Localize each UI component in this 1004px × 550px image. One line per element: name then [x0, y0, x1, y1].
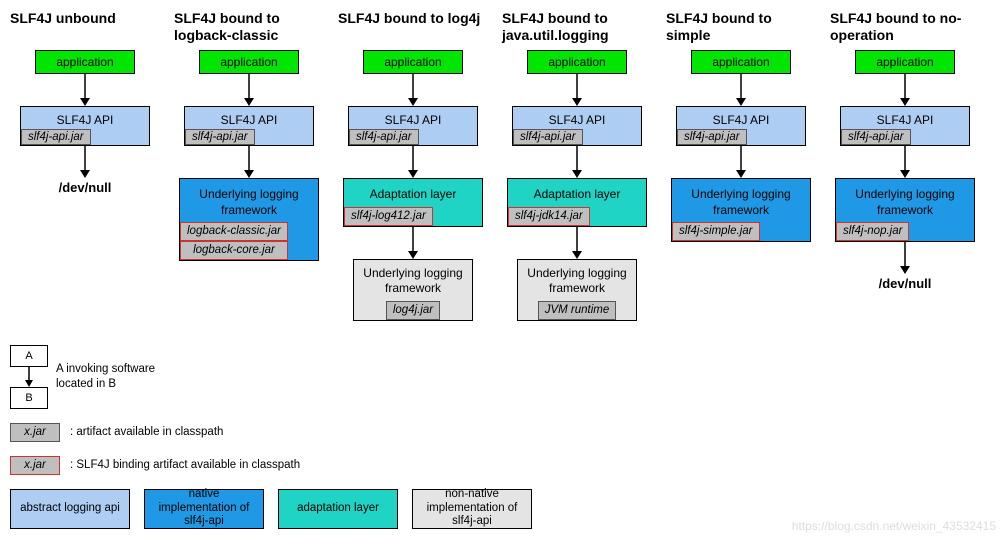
- jar-label: slf4j-nop.jar: [836, 222, 909, 241]
- terminal-label: /dev/null: [879, 276, 932, 291]
- jar-label: slf4j-log412.jar: [344, 207, 433, 226]
- legend-jar-plain: x.jar : artifact available in classpath: [10, 423, 994, 442]
- middle-box: Underlying logging framework slf4j-simple…: [671, 178, 811, 242]
- jar-label: slf4j-api.jar: [349, 129, 419, 145]
- column-title: SLF4J bound to logback-classic: [174, 10, 324, 44]
- arrow-icon: [898, 242, 912, 274]
- api-box: SLF4J API slf4j-api.jar: [676, 106, 806, 146]
- legend-jar-red-text: : SLF4J binding artifact available in cl…: [70, 458, 300, 473]
- application-box: application: [35, 50, 135, 74]
- middle-box: Underlying logging framework logback-clas…: [179, 178, 319, 261]
- application-box: application: [363, 50, 463, 74]
- jar-label: JVM runtime: [538, 301, 617, 320]
- jar-label: logback-core.jar: [180, 241, 288, 260]
- middle-label: Underlying logging framework: [672, 187, 810, 220]
- middle-box: Adaptation layer slf4j-jdk14.jar: [507, 178, 647, 227]
- arrow-icon: [23, 367, 35, 387]
- diagram-column: SLF4J bound to logback-classic applicatio…: [174, 10, 324, 261]
- diagram-column: SLF4J unbound application SLF4J API slf4j-a…: [10, 10, 160, 195]
- arrow-icon: [898, 146, 912, 178]
- jar-label: slf4j-api.jar: [513, 129, 583, 145]
- underlying-label: Underlying logging framework: [354, 266, 472, 299]
- middle-label: Underlying logging framework: [180, 187, 318, 220]
- legend-b: B: [10, 387, 48, 409]
- middle-label: Underlying logging framework: [836, 187, 974, 220]
- api-box: SLF4J API slf4j-api.jar: [840, 106, 970, 146]
- legend-jar-plain-text: : artifact available in classpath: [70, 425, 223, 440]
- arrow-icon: [242, 74, 256, 106]
- underlying-label: Underlying logging framework: [518, 266, 636, 299]
- middle-box: Adaptation layer slf4j-log412.jar: [343, 178, 483, 227]
- arrow-icon: [734, 146, 748, 178]
- column-title: SLF4J bound to simple: [666, 10, 816, 44]
- application-box: application: [527, 50, 627, 74]
- api-box: SLF4J API slf4j-api.jar: [20, 106, 150, 146]
- api-label: SLF4J API: [549, 113, 606, 127]
- middle-label: Adaptation layer: [364, 187, 463, 205]
- column-title: SLF4J bound to no-operation: [830, 10, 980, 44]
- terminal-label: /dev/null: [59, 180, 112, 195]
- legend-color: non-native implementation of slf4j-api: [412, 489, 532, 529]
- application-box: application: [691, 50, 791, 74]
- underlying-box: Underlying logging framework log4j.jar: [353, 259, 473, 321]
- legend-color: abstract logging api: [10, 489, 130, 529]
- jar-label: slf4j-simple.jar: [672, 222, 760, 241]
- legend-jar-red: x.jar : SLF4J binding artifact available…: [10, 456, 994, 475]
- diagram-column: SLF4J bound to simple application SLF4J AP…: [666, 10, 816, 242]
- legend-color: native implementation of slf4j-api: [144, 489, 264, 529]
- column-title: SLF4J bound to java.util.logging: [502, 10, 652, 44]
- legend-invoke: A B A invoking software located in B: [10, 345, 994, 409]
- api-label: SLF4J API: [385, 113, 442, 127]
- jar-label: slf4j-api.jar: [841, 129, 911, 145]
- arrow-icon: [406, 146, 420, 178]
- arrow-icon: [570, 146, 584, 178]
- column-title: SLF4J unbound: [10, 10, 160, 44]
- diagram-column: SLF4J bound to log4j application SLF4J API…: [338, 10, 488, 321]
- arrow-icon: [406, 227, 420, 259]
- api-label: SLF4J API: [221, 113, 278, 127]
- underlying-box: Underlying logging framework JVM runtime: [517, 259, 637, 321]
- legend-invoke-text: A invoking software located in B: [56, 362, 166, 392]
- diagram-column: SLF4J bound to java.util.logging applicat…: [502, 10, 652, 321]
- watermark: https://blog.csdn.net/weixin_43532415: [792, 519, 996, 533]
- diagram-column: SLF4J bound to no-operation application SL…: [830, 10, 980, 291]
- api-box: SLF4J API slf4j-api.jar: [184, 106, 314, 146]
- arrow-icon: [570, 74, 584, 106]
- jar-label: slf4j-api.jar: [21, 129, 91, 145]
- arrow-icon: [78, 74, 92, 106]
- api-label: SLF4J API: [713, 113, 770, 127]
- legend: A B A invoking software located in B x.j…: [10, 345, 994, 529]
- middle-label: Adaptation layer: [528, 187, 627, 205]
- jar-label: slf4j-jdk14.jar: [508, 207, 590, 226]
- jar-label: slf4j-api.jar: [185, 129, 255, 145]
- application-box: application: [199, 50, 299, 74]
- api-label: SLF4J API: [877, 113, 934, 127]
- legend-jar-red-box: x.jar: [10, 456, 60, 475]
- api-label: SLF4J API: [57, 113, 114, 127]
- arrow-icon: [242, 146, 256, 178]
- application-box: application: [855, 50, 955, 74]
- api-box: SLF4J API slf4j-api.jar: [348, 106, 478, 146]
- legend-a: A: [10, 345, 48, 367]
- jar-label: log4j.jar: [386, 301, 440, 320]
- arrow-icon: [734, 74, 748, 106]
- arrow-icon: [570, 227, 584, 259]
- column-title: SLF4J bound to log4j: [338, 10, 488, 44]
- legend-jar-plain-box: x.jar: [10, 423, 60, 442]
- api-box: SLF4J API slf4j-api.jar: [512, 106, 642, 146]
- middle-box: Underlying logging framework slf4j-nop.ja…: [835, 178, 975, 242]
- arrow-icon: [78, 146, 92, 178]
- jar-label: logback-classic.jar: [180, 222, 288, 241]
- legend-color: adaptation layer: [278, 489, 398, 529]
- arrow-icon: [406, 74, 420, 106]
- diagram-columns: SLF4J unbound application SLF4J API slf4j-a…: [10, 10, 994, 321]
- jar-label: slf4j-api.jar: [677, 129, 747, 145]
- arrow-icon: [898, 74, 912, 106]
